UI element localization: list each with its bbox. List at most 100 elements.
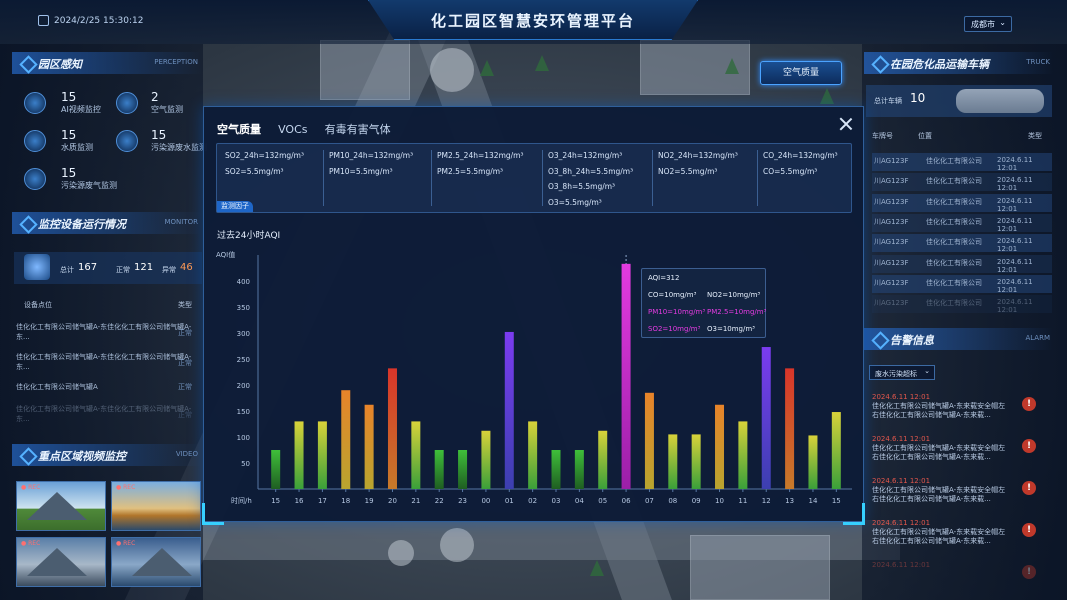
col-type: 类型 <box>178 301 192 309</box>
video-feed[interactable]: ● REC <box>111 537 201 587</box>
video-feed[interactable]: ● REC <box>16 481 106 531</box>
cell-pos: 佳化化工有限公司 <box>926 278 982 287</box>
factor-divider <box>542 150 543 206</box>
table-row[interactable]: 川AG123F 佳化化工有限公司 2024.6.11 12:01 <box>872 153 1052 172</box>
bar <box>364 404 374 489</box>
stat-ai-video: 15 AI视频监控 <box>61 90 101 114</box>
x-axis-label: 时间/h <box>231 496 252 505</box>
cell-time: 2024.6.11 12:01 <box>997 237 1033 254</box>
tooltip-o3: O3=10mg/m³ <box>707 325 755 333</box>
alarm-text: 佳化化工有限公司储气罐A-东来载安全帽左右佳化化工有限公司储气罐A-东来载... <box>872 402 1006 419</box>
water-drop-icon <box>24 130 46 152</box>
stat-air: 2 空气监测 <box>151 90 183 114</box>
cell-time: 2024.6.11 12:01 <box>997 277 1033 294</box>
cell-time: 2024.6.11 12:01 <box>997 298 1033 315</box>
video-title: 重点区域视频监控 VIDEO <box>12 444 202 466</box>
close-icon[interactable] <box>839 117 853 131</box>
corner-decoration <box>843 503 865 525</box>
x-tick-label: 23 <box>458 497 467 505</box>
factor-value: SO2_24h=132mg/m³ <box>225 151 304 160</box>
col-plate: 车牌号 <box>872 132 893 140</box>
factor-column: PM2.5_24h=132mg/m³ PM2.5=5.5mg/m³ <box>437 148 523 179</box>
table-row[interactable]: 川AG123F 佳化化工有限公司 2024.6.11 12:01 <box>872 295 1052 315</box>
y-axis-label: AQI值 <box>216 250 235 259</box>
cell-pos: 佳化化工有限公司 <box>926 177 982 186</box>
stat-water: 15 水质监测 <box>61 128 93 152</box>
table-row[interactable]: 川AG123F 佳化化工有限公司 2024.6.11 12:01 <box>872 173 1052 193</box>
cell-time: 2024.6.11 12:01 <box>997 216 1033 233</box>
list-item[interactable]: 佳化化工有限公司储气罐A-东佳化化工有限公司储气罐A-东... 正常 <box>16 353 192 371</box>
x-tick-label: 22 <box>435 497 444 505</box>
list-item[interactable]: 佳化化工有限公司储气罐A 正常 <box>16 383 192 391</box>
list-item[interactable]: 佳化化工有限公司储气罐A-东佳化化工有限公司储气罐A-东... 正常 <box>16 323 192 341</box>
stat-wastewater: 15 污染源废水监测 <box>151 128 207 152</box>
bar <box>761 347 771 489</box>
factor-value: O3_8h_24h=5.5mg/m³ <box>548 166 634 176</box>
y-tick-label: 50 <box>241 460 250 468</box>
factor-value: SO2=5.5mg/m³ <box>225 166 284 176</box>
video-feed[interactable]: ● REC <box>16 537 106 587</box>
x-tick-label: 02 <box>528 497 537 505</box>
table-row[interactable]: 川AG123F 佳化化工有限公司 2024.6.11 12:01 <box>872 274 1052 294</box>
factor-value: PM2.5=5.5mg/m³ <box>437 166 504 176</box>
warning-icon: ! <box>1022 523 1036 537</box>
tab-toxic-gas[interactable]: 有毒有害气体 <box>324 123 391 136</box>
alarm-time: 2024.6.11 12:01 <box>872 477 931 485</box>
alarm-item[interactable]: 2024.6.11 12:01 佳化化工有限公司储气罐A-东来载安全帽左右佳化化工… <box>872 477 1040 504</box>
y-tick-label: 150 <box>237 408 250 416</box>
x-tick-label: 17 <box>318 497 327 505</box>
tooltip-pm10: PM10=10mg/m³ <box>648 308 706 316</box>
bar <box>598 430 608 489</box>
table-row[interactable]: 川AG123F 佳化化工有限公司 2024.6.11 12:01 <box>872 213 1052 233</box>
bar <box>528 421 538 489</box>
chevron-down-icon: ⌄ <box>999 18 1006 27</box>
x-tick-label: 15 <box>271 497 280 505</box>
warning-icon: ! <box>1022 565 1036 579</box>
bar <box>271 450 281 489</box>
x-tick-label: 04 <box>575 497 584 505</box>
table-row[interactable]: 川AG123F 佳化化工有限公司 2024.6.11 12:01 <box>872 234 1052 254</box>
alarm-filter-select[interactable]: 废水污染超标 ⌄ <box>869 365 935 380</box>
cell-plate: 川AG123F <box>874 278 909 287</box>
table-row[interactable]: 川AG123F 佳化化工有限公司 2024.6.11 12:01 <box>872 254 1052 274</box>
cell-pos: 佳化化工有限公司 <box>926 238 982 247</box>
perception-title: 园区感知 PERCEPTION <box>12 52 202 74</box>
stat-wastegas: 15 污染源废气监测 <box>61 166 117 190</box>
corner-decoration <box>202 503 224 525</box>
video-feed[interactable]: ● REC <box>111 481 201 531</box>
factor-column: NO2_24h=132mg/m³ NO2=5.5mg/m³ <box>658 148 738 179</box>
datetime: 2024/2/25 15:30:12 <box>54 16 144 26</box>
alarm-item[interactable]: 2024.6.11 12:01! <box>872 561 1040 579</box>
list-item[interactable]: 佳化化工有限公司储气罐A-东佳化化工有限公司储气罐A-东... 正常 <box>16 405 192 423</box>
tooltip-pm25: PM2.5=10mg/m³ <box>707 308 767 316</box>
modal-tabs: 空气质量 VOCs 有毒有害气体 <box>217 118 403 136</box>
alarm-item[interactable]: 2024.6.11 12:01 佳化化工有限公司储气罐A-东来载安全帽左右佳化化工… <box>872 519 1040 546</box>
factor-tag: 监测因子 <box>217 201 253 212</box>
bar <box>621 263 631 489</box>
cell-time: 2024.6.11 12:01 <box>997 257 1033 274</box>
factor-value: O3_24h=132mg/m³ <box>548 151 623 160</box>
city-select[interactable]: 成都市 ⌄ <box>964 16 1012 32</box>
cell-pos: 佳化化工有限公司 <box>926 197 982 206</box>
cell-plate: 川AG123F <box>874 238 909 247</box>
factor-value: PM2.5_24h=132mg/m³ <box>437 151 524 160</box>
x-tick-label: 06 <box>622 497 631 505</box>
bar <box>411 421 421 489</box>
alarm-item[interactable]: 2024.6.11 12:01 佳化化工有限公司储气罐A-东来载安全帽左右佳化化工… <box>872 393 1040 420</box>
alarm-text: 佳化化工有限公司储气罐A-东来载安全帽左右佳化化工有限公司储气罐A-东来载... <box>872 528 1006 545</box>
alarm-item[interactable]: 2024.6.11 12:01 佳化化工有限公司储气罐A-东来载安全帽左右佳化化工… <box>872 435 1040 462</box>
factory-icon <box>24 168 46 190</box>
tab-vocs[interactable]: VOCs <box>278 123 308 136</box>
bar <box>668 434 678 489</box>
col-point: 设备点位 <box>24 301 52 309</box>
table-row[interactable]: 川AG123F 佳化化工有限公司 2024.6.11 12:01 <box>872 193 1052 213</box>
tab-air-quality[interactable]: 空气质量 <box>217 123 261 136</box>
warning-icon: ! <box>1022 481 1036 495</box>
alarm-text: 佳化化工有限公司储气罐A-东来载安全帽左右佳化化工有限公司储气罐A-东来载... <box>872 444 1006 461</box>
bar <box>691 434 701 489</box>
cell-time: 2024.6.11 12:01 <box>997 176 1033 193</box>
air-quality-button[interactable]: 空气质量 <box>760 61 842 85</box>
bar <box>504 331 514 489</box>
tooltip-no2: NO2=10mg/m³ <box>707 291 761 299</box>
